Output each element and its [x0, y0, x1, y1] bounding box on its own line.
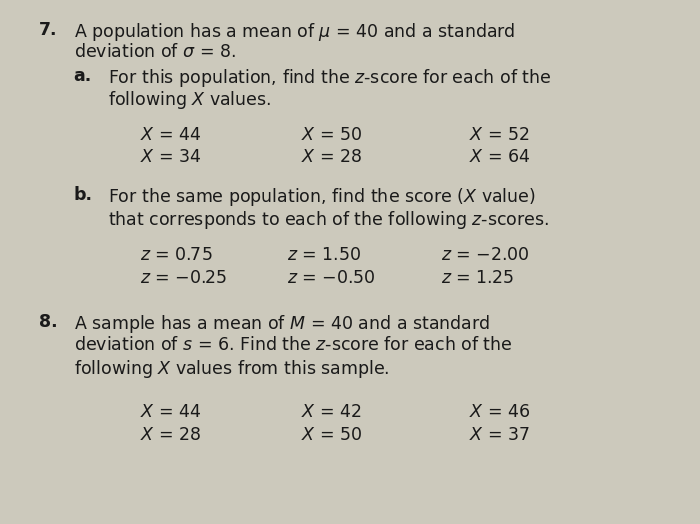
- Text: $X$ = 50: $X$ = 50: [301, 126, 362, 144]
- Text: A sample has a mean of $M$ = 40 and a standard: A sample has a mean of $M$ = 40 and a st…: [74, 313, 489, 335]
- Text: $X$ = 46: $X$ = 46: [469, 403, 531, 421]
- Text: $X$ = 44: $X$ = 44: [140, 403, 202, 421]
- Text: A population has a mean of $\mu$ = 40 and a standard: A population has a mean of $\mu$ = 40 an…: [74, 21, 515, 43]
- Text: $X$ = 34: $X$ = 34: [140, 148, 202, 166]
- Text: $z$ = 1.25: $z$ = 1.25: [441, 269, 514, 287]
- Text: $X$ = 64: $X$ = 64: [469, 148, 531, 166]
- Text: $X$ = 50: $X$ = 50: [301, 426, 362, 444]
- Text: 7.: 7.: [38, 21, 57, 39]
- Text: $X$ = 37: $X$ = 37: [469, 426, 530, 444]
- Text: deviation of $s$ = 6. Find the $z$-score for each of the: deviation of $s$ = 6. Find the $z$-score…: [74, 336, 512, 354]
- Text: 8.: 8.: [38, 313, 57, 331]
- Text: $X$ = 42: $X$ = 42: [301, 403, 362, 421]
- Text: following $X$ values from this sample.: following $X$ values from this sample.: [74, 358, 389, 380]
- Text: $z$ = −2.00: $z$ = −2.00: [441, 246, 530, 264]
- Text: that corresponds to each of the following $z$-scores.: that corresponds to each of the followin…: [108, 209, 550, 231]
- Text: For this population, find the $z$-score for each of the: For this population, find the $z$-score …: [108, 67, 552, 89]
- Text: $z$ = 1.50: $z$ = 1.50: [287, 246, 361, 264]
- Text: $z$ = −0.25: $z$ = −0.25: [140, 269, 228, 287]
- Text: following $X$ values.: following $X$ values.: [108, 89, 272, 111]
- Text: $X$ = 44: $X$ = 44: [140, 126, 202, 144]
- Text: a.: a.: [74, 67, 92, 84]
- Text: deviation of $\sigma$ = 8.: deviation of $\sigma$ = 8.: [74, 43, 235, 61]
- Text: For the same population, find the score ($X$ value): For the same population, find the score …: [108, 186, 536, 208]
- Text: $X$ = 28: $X$ = 28: [301, 148, 362, 166]
- Text: b.: b.: [74, 186, 92, 204]
- Text: $X$ = 28: $X$ = 28: [140, 426, 201, 444]
- Text: $X$ = 52: $X$ = 52: [469, 126, 530, 144]
- Text: $z$ = −0.50: $z$ = −0.50: [287, 269, 376, 287]
- Text: $z$ = 0.75: $z$ = 0.75: [140, 246, 213, 264]
